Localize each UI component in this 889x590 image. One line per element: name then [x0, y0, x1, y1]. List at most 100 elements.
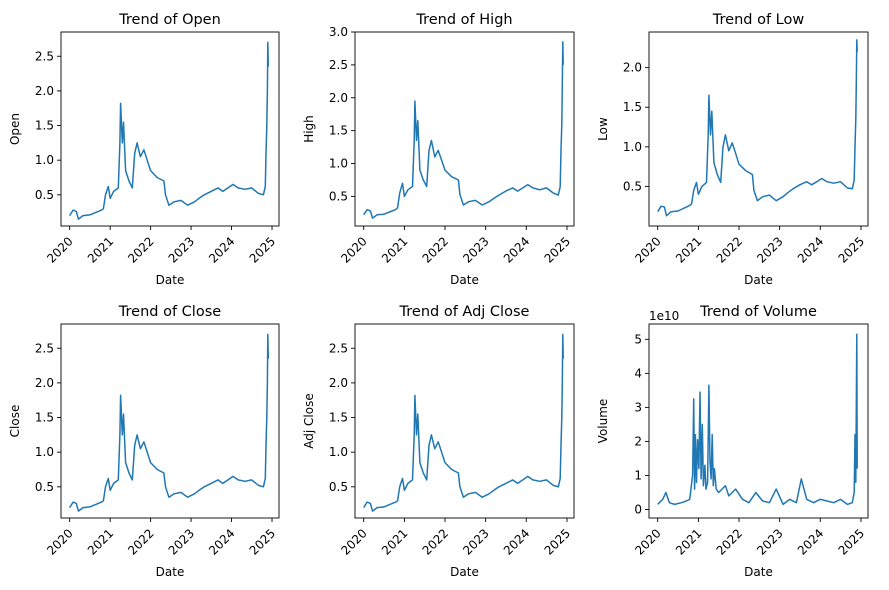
y-tick-label: 0.5: [329, 189, 348, 203]
x-tick-label: 2021: [85, 526, 116, 557]
chart-title: Trend of Low: [712, 12, 805, 28]
y-tick-label: 1.5: [329, 411, 348, 425]
x-tick-label: 2025: [836, 234, 867, 265]
x-tick-label: 2022: [420, 526, 451, 557]
series-line: [68, 333, 270, 512]
y-axis-label: High: [302, 115, 316, 143]
x-tick-label: 2021: [379, 526, 410, 557]
x-tick-label: 2024: [206, 526, 237, 557]
y-tick-label: 2.5: [35, 49, 54, 63]
axes-frame: [60, 323, 280, 519]
x-tick-label: 2024: [795, 526, 826, 557]
y-tick-label: 2.0: [329, 376, 348, 390]
x-tick-label: 2025: [542, 526, 573, 557]
y-tick-label: 2.0: [623, 61, 642, 75]
x-tick-label: 2025: [542, 234, 573, 265]
y-tick-label: 2.0: [35, 84, 54, 98]
y-axis-label: Volume: [596, 399, 610, 444]
y-axis-label: Open: [8, 113, 22, 145]
y-tick-label: 1.0: [329, 157, 348, 171]
axes-frame: [354, 323, 575, 519]
x-axis-label: Date: [450, 273, 479, 287]
x-tick-label: 2023: [166, 234, 197, 265]
y-tick-label: 1.5: [35, 119, 54, 133]
series-line: [657, 39, 858, 217]
y-tick-label: 3.0: [329, 25, 348, 39]
y-tick-label: 0.5: [35, 188, 54, 202]
y-axis-label: Low: [596, 117, 610, 141]
x-tick-label: 2020: [632, 234, 663, 265]
x-tick-label: 2024: [795, 234, 826, 265]
x-tick-label: 2023: [754, 234, 785, 265]
subplot-4: Trend of Close Date Close 2020 2021 2022 2023 2…: [8, 304, 280, 579]
x-tick-label: 2024: [501, 234, 532, 265]
chart-title: Trend of Open: [118, 12, 221, 28]
y-tick-label: 0.5: [623, 179, 642, 193]
x-tick-label: 2025: [247, 526, 278, 557]
subplot-5: Trend of Adj Close Date Adj Close 2020 2021 2…: [302, 304, 575, 579]
y-tick-label: 4: [634, 366, 642, 380]
x-tick-label: 2023: [460, 234, 491, 265]
y-axis-label: Close: [8, 405, 22, 438]
subplot-1: Trend of Open Date Open 2020 2021 2022 2023 202…: [8, 12, 280, 287]
chart-title: Trend of Close: [118, 304, 221, 320]
x-tick-label: 2020: [44, 234, 75, 265]
y-tick-label: 2.5: [329, 58, 348, 72]
chart-title: Trend of High: [415, 12, 512, 28]
axes-frame: [60, 31, 280, 227]
subplot-3: Trend of Low Date Low 2020 2021 2022 2023 2024 2…: [596, 12, 869, 287]
y-offset-text: 1e10: [649, 309, 679, 323]
y-tick-label: 1.0: [35, 153, 54, 167]
x-tick-label: 2022: [125, 526, 156, 557]
y-tick-label: 1: [634, 468, 642, 482]
x-tick-label: 2025: [836, 526, 867, 557]
x-axis-label: Date: [744, 565, 773, 579]
x-tick-label: 2020: [44, 526, 75, 557]
x-tick-label: 2023: [460, 526, 491, 557]
axes-frame: [648, 31, 869, 227]
y-tick-label: 2.5: [329, 341, 348, 355]
subplot-2: Trend of High Date High 2020 2021 2022 2023 202…: [302, 12, 575, 287]
x-axis-label: Date: [450, 565, 479, 579]
y-axis-label: Adj Close: [302, 393, 316, 448]
y-tick-label: 1.0: [623, 140, 642, 154]
y-tick-label: 0.5: [329, 480, 348, 494]
y-tick-label: 2.5: [35, 341, 54, 355]
x-axis-label: Date: [156, 273, 185, 287]
x-tick-label: 2024: [206, 234, 237, 265]
x-axis-label: Date: [156, 565, 185, 579]
y-tick-label: 1.0: [329, 445, 348, 459]
x-tick-label: 2021: [673, 234, 704, 265]
y-tick-label: 0.5: [35, 480, 54, 494]
y-tick-label: 1.5: [623, 100, 642, 114]
x-axis-label: Date: [744, 273, 773, 287]
chart-title: Trend of Volume: [699, 304, 817, 320]
y-tick-label: 2: [634, 434, 642, 448]
y-tick-label: 1.5: [35, 411, 54, 425]
y-tick-label: 5: [634, 332, 642, 346]
x-tick-label: 2022: [420, 234, 451, 265]
y-tick-label: 0: [634, 502, 642, 516]
axes-frame: [648, 323, 869, 519]
x-tick-label: 2022: [125, 234, 156, 265]
x-tick-label: 2024: [501, 526, 532, 557]
axes-frame: [354, 31, 575, 227]
x-tick-label: 2021: [673, 526, 704, 557]
x-tick-label: 2021: [379, 234, 410, 265]
series-line: [363, 41, 564, 219]
x-tick-label: 2020: [632, 526, 663, 557]
series-line: [657, 333, 858, 506]
x-tick-label: 2023: [754, 526, 785, 557]
y-tick-label: 1.0: [35, 445, 54, 459]
x-tick-label: 2025: [247, 234, 278, 265]
y-tick-label: 2.0: [329, 91, 348, 105]
x-tick-label: 2022: [714, 526, 745, 557]
x-tick-label: 2020: [338, 234, 369, 265]
y-tick-label: 2.0: [35, 376, 54, 390]
x-tick-label: 2023: [166, 526, 197, 557]
x-tick-label: 2022: [714, 234, 745, 265]
x-tick-label: 2021: [85, 234, 116, 265]
series-line: [363, 333, 564, 512]
